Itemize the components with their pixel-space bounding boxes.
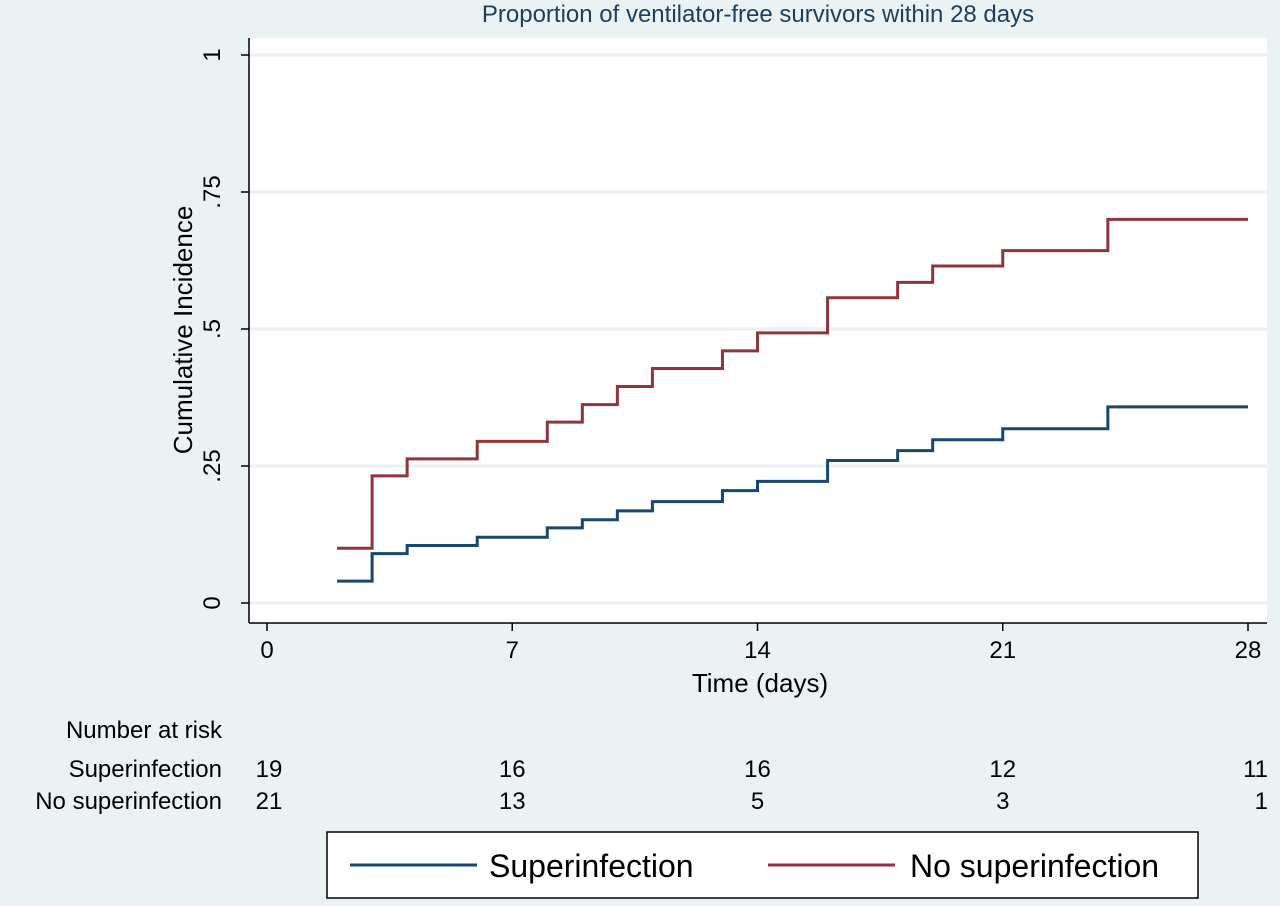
y-axis-title: Cumulative Incidence xyxy=(168,206,198,455)
risk-value: 1 xyxy=(1255,788,1268,815)
x-tick-label: 0 xyxy=(260,637,273,664)
legend-label: No superinfection xyxy=(910,848,1159,884)
risk-row-label: No superinfection xyxy=(35,788,222,815)
risk-value: 21 xyxy=(256,788,283,815)
risk-value: 16 xyxy=(744,756,771,783)
gridlines xyxy=(249,53,1267,605)
risk-value: 16 xyxy=(499,756,526,783)
y-tick-label: 0 xyxy=(199,596,226,609)
y-tick-label: .25 xyxy=(199,449,226,482)
risk-value: 11 xyxy=(1243,756,1268,783)
y-tick-label: .5 xyxy=(199,319,226,339)
risk-value: 3 xyxy=(996,788,1009,815)
legend: Superinfection No superinfection xyxy=(350,848,1159,884)
chart-title: Proportion of ventilator-free survivors … xyxy=(482,1,1034,28)
series-line-superinfection xyxy=(337,405,1248,583)
y-ticks: 0 .25 .5 .75 1 xyxy=(199,48,249,610)
risk-value: 19 xyxy=(256,756,283,783)
risk-table: Superinfection 19 16 16 12 11 No superinfectio… xyxy=(35,756,1268,815)
x-ticks: 0 7 14 21 28 xyxy=(260,623,1261,664)
risk-table-title: Number at risk xyxy=(66,717,223,744)
series-line-no-superinfection xyxy=(337,217,1248,550)
risk-value: 12 xyxy=(989,756,1016,783)
risk-value: 13 xyxy=(499,788,526,815)
x-tick-label: 28 xyxy=(1235,637,1262,664)
risk-value: 5 xyxy=(751,788,764,815)
y-tick-label: 1 xyxy=(199,48,226,61)
x-tick-label: 7 xyxy=(506,637,519,664)
x-tick-label: 21 xyxy=(989,637,1016,664)
legend-label: Superinfection xyxy=(489,848,694,884)
x-axis-title: Time (days) xyxy=(692,668,828,698)
series-lines xyxy=(337,217,1248,583)
x-tick-label: 14 xyxy=(744,637,771,664)
risk-row-label: Superinfection xyxy=(69,756,222,783)
y-tick-label: .75 xyxy=(199,175,226,208)
